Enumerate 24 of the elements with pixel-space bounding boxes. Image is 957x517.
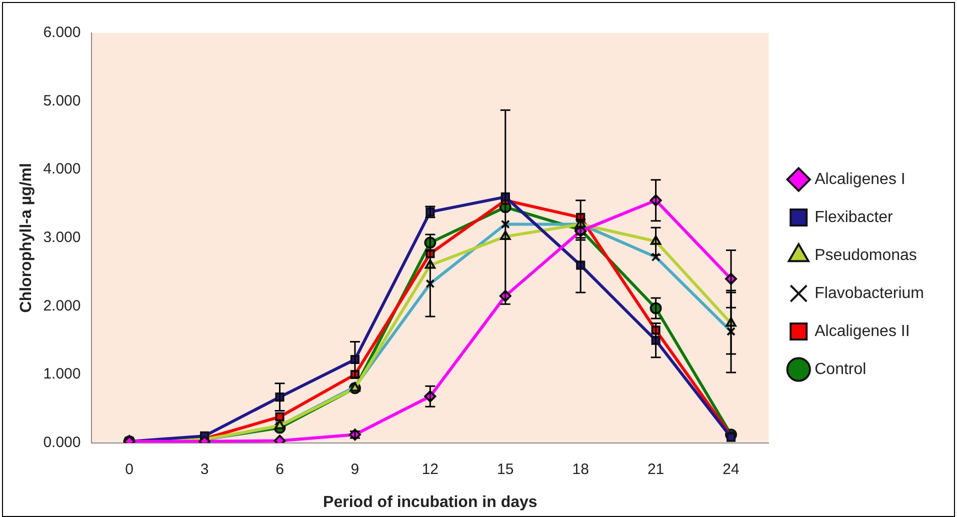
legend-label: Alcaligenes II bbox=[814, 322, 910, 340]
x-axis-title: Period of incubation in days bbox=[323, 494, 538, 511]
x-tick-label: 3 bbox=[200, 460, 209, 478]
y-tick-label: 3.000 bbox=[43, 229, 81, 246]
x-tick-label: 21 bbox=[647, 460, 664, 478]
y-tick-label: 0.000 bbox=[43, 434, 81, 451]
y-tick-label: 1.000 bbox=[43, 366, 81, 383]
x-tick-label: 9 bbox=[350, 460, 360, 478]
legend-label: Pseudomonas bbox=[814, 246, 917, 264]
y-tick-label: 6.000 bbox=[43, 24, 81, 42]
legend-label: Flexibacter bbox=[814, 208, 894, 226]
x-tick-label: 15 bbox=[497, 460, 514, 478]
x-tick-label: 0 bbox=[125, 460, 134, 478]
x-tick-label: 6 bbox=[276, 460, 284, 478]
legend-label: Flavobacterium bbox=[814, 284, 924, 302]
y-tick-label: 5.000 bbox=[43, 92, 81, 110]
x-tick-label: 18 bbox=[572, 460, 589, 478]
x-tick-label: 24 bbox=[722, 460, 740, 478]
y-tick-label: 4.000 bbox=[43, 160, 81, 178]
y-tick-label: 2.000 bbox=[43, 297, 81, 314]
legend-label: Control bbox=[814, 360, 866, 378]
y-axis-title: Chlorophyll-a µg/ml bbox=[18, 163, 36, 313]
legend-label: Alcaligenes I bbox=[814, 170, 906, 188]
x-tick-label: 12 bbox=[422, 460, 439, 478]
